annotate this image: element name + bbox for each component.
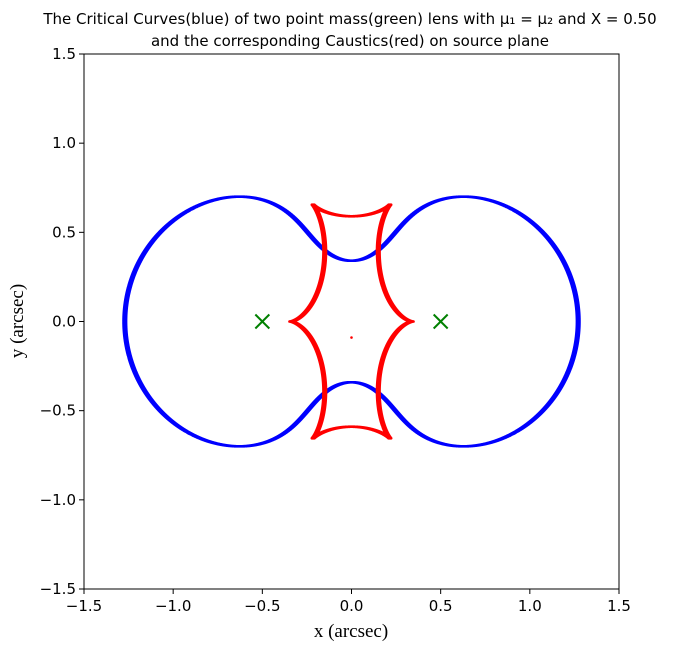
point-mass-marker — [254, 313, 271, 330]
x-tick-label: −1.5 — [66, 597, 102, 615]
y-tick-label: −1.5 — [40, 580, 76, 598]
plot-frame — [83, 53, 620, 590]
critical-curves-series — [122, 195, 581, 448]
x-tick-label: 0.5 — [429, 597, 453, 615]
chart-title-line2: and the corresponding Caustics(red) on s… — [151, 32, 549, 50]
y-tick-label: 0.0 — [52, 313, 76, 331]
x-tick-label: 1.5 — [607, 597, 631, 615]
x-axis-label: x (arcsec) — [314, 621, 388, 642]
y-axis-label: y (arcsec) — [7, 284, 28, 358]
x-tick-label: 0.0 — [340, 597, 364, 615]
y-axis: −1.5 −1.0 −0.5 0.0 0.5 1.0 1.5 — [40, 45, 84, 598]
chart-title-line1: The Critical Curves(blue) of two point m… — [42, 10, 656, 28]
x-tick-label: −0.5 — [244, 597, 280, 615]
x-tick-label: −1.0 — [155, 597, 191, 615]
plot-area — [122, 195, 581, 448]
y-tick-label: −1.0 — [40, 491, 76, 509]
y-tick-label: 0.5 — [52, 223, 76, 241]
stray-caustic-point — [350, 336, 353, 339]
y-tick-label: −0.5 — [40, 402, 76, 420]
y-tick-label: 1.0 — [52, 134, 76, 152]
caustics-series — [288, 203, 415, 440]
y-tick-label: 1.5 — [52, 45, 76, 63]
x-axis: −1.5 −1.0 −0.5 0.0 0.5 1.0 1.5 — [66, 589, 631, 615]
x-tick-label: 1.0 — [518, 597, 542, 615]
point-mass-marker — [432, 313, 449, 330]
